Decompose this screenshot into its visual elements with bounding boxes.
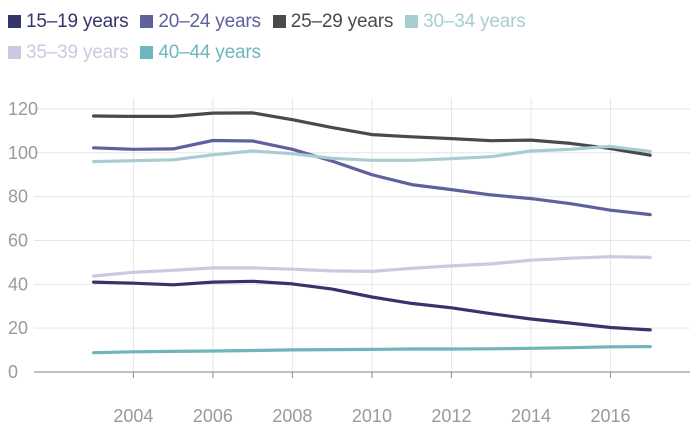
x-tick-label: 2010: [352, 406, 392, 426]
y-tick-label: 120: [8, 99, 38, 119]
grid-lines: [34, 98, 690, 372]
legend-label-25-29: 25–29 years: [290, 10, 394, 32]
series-line-2: [92, 111, 652, 157]
y-tick-label: 0: [8, 362, 18, 382]
legend-label-40-44: 40–44 years: [158, 41, 261, 63]
series-line-1: [92, 138, 652, 217]
legend-label-30-34: 30–34 years: [423, 10, 526, 32]
x-tick-label: 2016: [590, 406, 630, 426]
y-tick-label: 100: [8, 143, 38, 163]
legend-swatch-15-19: [8, 15, 21, 28]
legend-item-15-19: 15–19 years: [8, 10, 129, 33]
legend-row: 15–19 years 20–24 years 25–29 years 30–3…: [8, 6, 688, 37]
legend-label-20-24: 20–24 years: [158, 10, 261, 32]
series-line-5: [92, 345, 652, 355]
y-tick-label: 60: [8, 230, 28, 250]
legend-item-25-29: 25–29 years: [272, 10, 394, 33]
legend-item-40-44: 40–44 years: [140, 41, 261, 64]
legend-label-35-39: 35–39 years: [26, 41, 129, 63]
series-line-3: [92, 144, 652, 164]
legend-label-15-19: 15–19 years: [26, 10, 129, 32]
series-line-4: [92, 255, 652, 278]
legend-row: 35–39 years 40–44 years: [8, 37, 688, 68]
y-tick-label: 20: [8, 318, 28, 338]
legend-item-30-34: 30–34 years: [405, 10, 526, 33]
axes: [34, 371, 690, 378]
x-tick-label: 2008: [272, 406, 312, 426]
legend-swatch-25-29: [272, 15, 286, 28]
legend-item-20-24: 20–24 years: [140, 10, 261, 33]
x-tick-label: 2004: [113, 406, 153, 426]
x-tick-label: 2012: [431, 406, 471, 426]
legend-swatch-20-24: [140, 15, 154, 28]
x-tick-label: 2006: [193, 406, 233, 426]
legend-swatch-35-39: [8, 46, 21, 59]
legend-swatch-40-44: [140, 46, 154, 59]
tick-labels: 0 20 40 60 80 100 120 2004 2006 2008 2010 2012 2014 2…: [8, 99, 631, 426]
chart-legend: 15–19 years 20–24 years 25–29 years 30–3…: [8, 6, 688, 68]
y-tick-label: 80: [8, 187, 28, 207]
series-line-0: [92, 279, 652, 332]
series-lines: [92, 111, 652, 355]
legend-swatch-30-34: [405, 15, 419, 28]
x-tick-label: 2014: [511, 406, 551, 426]
legend-item-35-39: 35–39 years: [8, 41, 129, 64]
y-tick-label: 40: [8, 274, 28, 294]
